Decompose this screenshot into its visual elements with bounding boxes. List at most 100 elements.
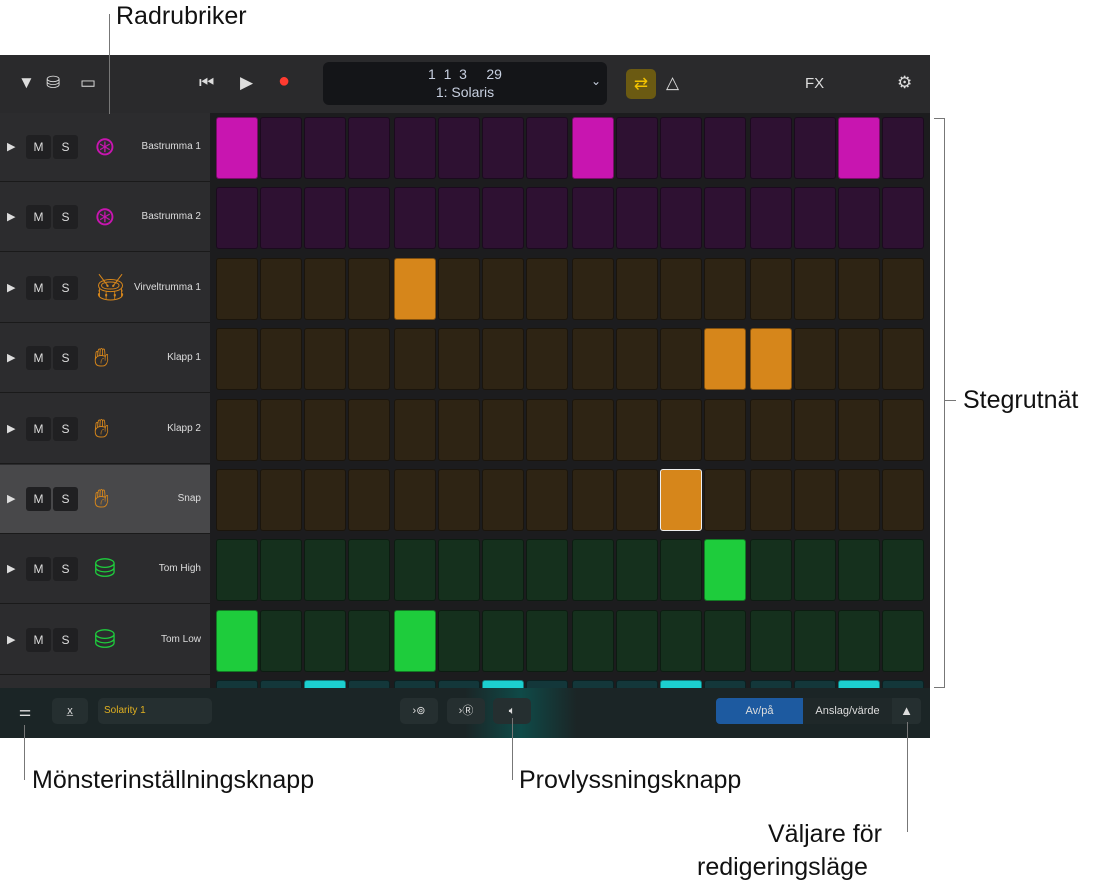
- step-cell-off[interactable]: [704, 609, 746, 672]
- step-cell-off[interactable]: [260, 398, 302, 461]
- step-cell-off[interactable]: [704, 469, 746, 531]
- step-cell-off[interactable]: [304, 117, 346, 179]
- play-row-icon[interactable]: ▶: [7, 141, 16, 153]
- step-cell-on[interactable]: [216, 117, 258, 179]
- step-cell-off[interactable]: [526, 398, 568, 461]
- step-cell-off[interactable]: [838, 469, 880, 531]
- step-cell-off[interactable]: [348, 609, 390, 672]
- record-icon[interactable]: ●: [278, 70, 291, 92]
- row-header[interactable]: ▶ M S ✋︎ Klapp 2: [0, 395, 210, 464]
- step-cell-off[interactable]: [438, 398, 480, 461]
- midi-in-button[interactable]: ›⊚: [400, 698, 438, 724]
- step-cell-off[interactable]: [882, 469, 924, 531]
- step-cell-off[interactable]: [750, 398, 792, 461]
- step-cell-off[interactable]: [572, 609, 614, 672]
- step-cell-off[interactable]: [348, 539, 390, 602]
- mute-button[interactable]: M: [26, 627, 51, 652]
- step-cell-on[interactable]: [704, 328, 746, 391]
- lcd-display[interactable]: 1 1 3 29 1: Solaris ⌄: [323, 62, 607, 105]
- step-cell-off[interactable]: [526, 609, 568, 672]
- play-row-icon[interactable]: ▶: [7, 493, 16, 505]
- step-cell-off[interactable]: [882, 117, 924, 179]
- step-cell-on[interactable]: [572, 117, 614, 179]
- step-cell-off[interactable]: [616, 257, 658, 320]
- step-cell-off[interactable]: [304, 257, 346, 320]
- step-cell-off[interactable]: [750, 187, 792, 250]
- step-cell-off[interactable]: [794, 539, 836, 602]
- step-cell-off[interactable]: [260, 117, 302, 179]
- step-cell-off[interactable]: [882, 609, 924, 672]
- step-cell-off[interactable]: [304, 609, 346, 672]
- step-cell-off[interactable]: [216, 328, 258, 391]
- loop-button[interactable]: ⇄: [626, 69, 656, 99]
- step-cell-off[interactable]: [304, 328, 346, 391]
- step-cell-off[interactable]: [482, 469, 524, 531]
- step-cell-off[interactable]: [838, 609, 880, 672]
- step-cell-off[interactable]: [616, 469, 658, 531]
- pattern-settings-button[interactable]: ⚌: [12, 698, 38, 724]
- step-cell-off[interactable]: [616, 117, 658, 179]
- step-cell-off[interactable]: [660, 398, 702, 461]
- step-cell-on[interactable]: [838, 117, 880, 179]
- solo-button[interactable]: S: [53, 487, 78, 511]
- solo-button[interactable]: S: [53, 135, 78, 159]
- step-cell-off[interactable]: [704, 257, 746, 320]
- play-row-icon[interactable]: ▶: [7, 563, 16, 576]
- step-cell-off[interactable]: [750, 539, 792, 602]
- mute-button[interactable]: M: [26, 135, 51, 159]
- step-cell-off[interactable]: [526, 539, 568, 602]
- fx-button[interactable]: FX: [805, 75, 825, 92]
- step-cell-off[interactable]: [660, 117, 702, 179]
- step-cell-off[interactable]: [348, 117, 390, 179]
- rewind-icon[interactable]: ⏮: [199, 73, 215, 92]
- step-cell-off[interactable]: [838, 328, 880, 391]
- row-header[interactable]: ▶ M S ✋︎ Klapp 1: [0, 324, 210, 394]
- step-cell-off[interactable]: [750, 257, 792, 320]
- step-cell-off[interactable]: [882, 539, 924, 602]
- step-cell-off[interactable]: [394, 398, 436, 461]
- step-cell-off[interactable]: [616, 398, 658, 461]
- step-cell-off[interactable]: [882, 257, 924, 320]
- step-cell-on[interactable]: [394, 609, 436, 672]
- step-cell-off[interactable]: [572, 539, 614, 602]
- step-cell-on[interactable]: [660, 469, 702, 531]
- step-cell-off[interactable]: [838, 187, 880, 250]
- step-cell-off[interactable]: [794, 328, 836, 391]
- step-cell-off[interactable]: [304, 469, 346, 531]
- step-cell-off[interactable]: [438, 117, 480, 179]
- step-cell-off[interactable]: [482, 539, 524, 602]
- step-cell-off[interactable]: [260, 539, 302, 602]
- step-cell-off[interactable]: [438, 609, 480, 672]
- solo-button[interactable]: S: [53, 627, 78, 652]
- velocity-mode-button[interactable]: Anslag/värde: [803, 698, 892, 724]
- play-row-icon[interactable]: ▶: [7, 281, 16, 294]
- step-cell-off[interactable]: [482, 328, 524, 391]
- play-row-icon[interactable]: ▶: [7, 422, 16, 435]
- solo-button[interactable]: S: [53, 205, 78, 230]
- step-cell-off[interactable]: [394, 117, 436, 179]
- step-cell-off[interactable]: [616, 609, 658, 672]
- browser-icon[interactable]: ⛁: [46, 73, 61, 92]
- step-cell-off[interactable]: [794, 117, 836, 179]
- play-row-icon[interactable]: ▶: [7, 211, 16, 224]
- step-cell-off[interactable]: [704, 117, 746, 179]
- step-cell-off[interactable]: [526, 469, 568, 531]
- step-cell-off[interactable]: [260, 609, 302, 672]
- step-cell-off[interactable]: [660, 328, 702, 391]
- mute-button[interactable]: M: [26, 557, 51, 582]
- step-cell-off[interactable]: [260, 257, 302, 320]
- solo-button[interactable]: S: [53, 275, 78, 300]
- mute-button[interactable]: M: [26, 346, 51, 371]
- chevron-down-icon[interactable]: ⌄: [590, 74, 601, 88]
- step-cell-off[interactable]: [750, 609, 792, 672]
- step-cell-off[interactable]: [704, 187, 746, 250]
- step-cell-off[interactable]: [260, 328, 302, 391]
- step-cell-off[interactable]: [260, 187, 302, 250]
- step-cell-off[interactable]: [794, 187, 836, 250]
- step-cell-off[interactable]: [348, 398, 390, 461]
- step-cell-off[interactable]: [660, 609, 702, 672]
- play-row-icon[interactable]: ▶: [7, 352, 16, 365]
- on-off-mode-button[interactable]: Av/på: [716, 698, 803, 724]
- window-icon[interactable]: ▭: [80, 73, 97, 92]
- step-cell-off[interactable]: [882, 187, 924, 250]
